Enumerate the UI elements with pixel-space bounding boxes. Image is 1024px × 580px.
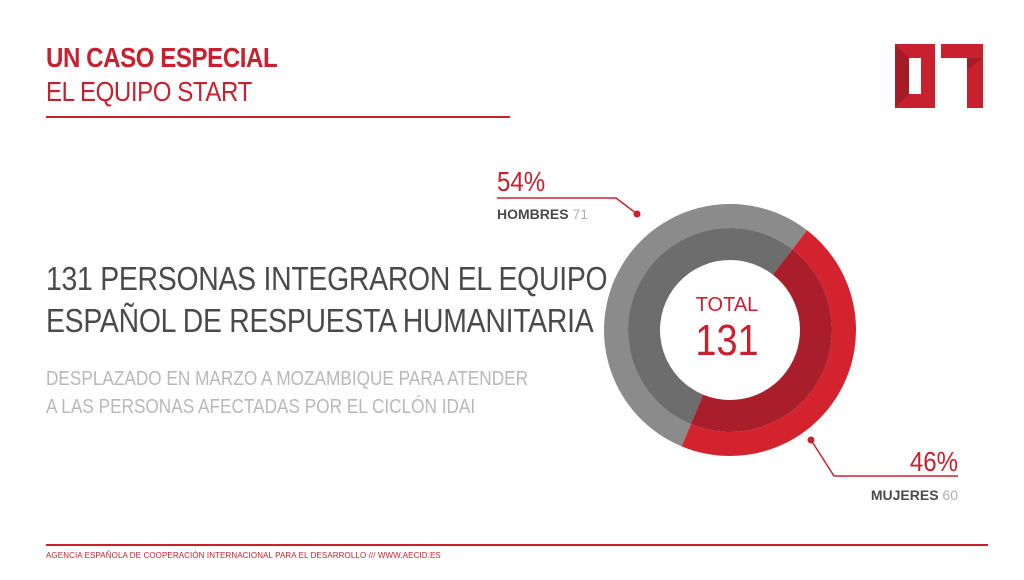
description-line-1: DESPLAZADO EN MARZO A MOZAMBIQUE PARA AT… bbox=[46, 368, 529, 390]
slice-label-hombres: HOMBRES 71 bbox=[497, 206, 588, 222]
donut-center-value: 131 bbox=[695, 316, 759, 365]
footer-text: AGENCIA ESPAÑOLA DE COOPERACIÓN INTERNAC… bbox=[46, 551, 441, 560]
description: DESPLAZADO EN MARZO A MOZAMBIQUE PARA AT… bbox=[46, 365, 528, 421]
donut-slice-hombres bbox=[603, 203, 808, 447]
donut-slice-mujeres bbox=[681, 230, 856, 456]
page-title: UN CASO ESPECIAL bbox=[46, 42, 278, 73]
slice-name-mujeres: MUJERES bbox=[870, 487, 939, 503]
donut-slice-inner-hombres bbox=[628, 227, 793, 425]
leader-line-mujeres-dot bbox=[807, 436, 815, 444]
slice-count-mujeres: 60 bbox=[942, 487, 958, 503]
donut-slice-inner-mujeres bbox=[690, 249, 833, 432]
title-divider bbox=[46, 116, 510, 118]
slice-label-mujeres: MUJERES 60 bbox=[871, 487, 958, 503]
headline-line-2: ESPAÑOL DE RESPUESTA HUMANITARIA bbox=[46, 302, 594, 339]
headline: 131 PERSONAS INTEGRARON EL EQUIPO ESPAÑO… bbox=[46, 258, 608, 342]
description-line-2: A LAS PERSONAS AFECTADAS POR EL CICLÓN I… bbox=[46, 396, 476, 418]
slice-percent-hombres: 54% bbox=[497, 166, 546, 197]
donut-center-label: TOTAL bbox=[695, 294, 759, 316]
footer-divider bbox=[46, 544, 988, 546]
headline-line-1: 131 PERSONAS INTEGRARON EL EQUIPO bbox=[46, 260, 608, 297]
slice-count-hombres: 71 bbox=[572, 206, 589, 222]
slice-name-hombres: HOMBRES bbox=[497, 206, 569, 222]
leader-line-mujeres bbox=[810, 439, 958, 477]
leader-line-hombres bbox=[497, 197, 638, 215]
section-number-logo bbox=[895, 44, 983, 108]
page-subtitle: EL EQUIPO START bbox=[46, 76, 252, 107]
slice-percent-mujeres: 46% bbox=[909, 446, 958, 477]
leader-line-hombres-dot bbox=[633, 210, 641, 218]
